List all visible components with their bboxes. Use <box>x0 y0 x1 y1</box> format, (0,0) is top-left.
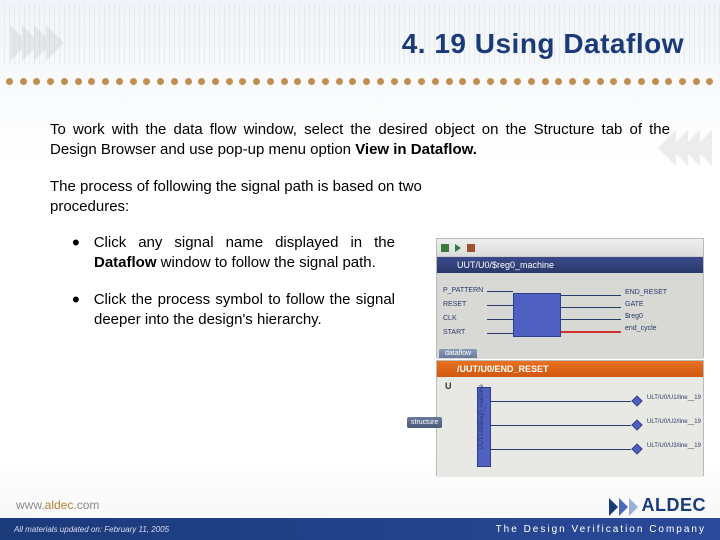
paragraph-procedures: The process of following the signal path… <box>50 177 440 218</box>
slide-title: 4. 19 Using Dataflow <box>402 28 684 60</box>
bus-label: UUT/U0/$reg0_machine <box>479 369 485 449</box>
toolbar-icon <box>441 244 449 252</box>
dataflow-panel-top: UUT/U0/$reg0_machine P_PATTERN RESET CLK… <box>436 238 704 358</box>
fanout-label: ULT/U0/U2/line__19 <box>647 419 701 425</box>
panel-toolbar <box>437 239 703 257</box>
para1-text-b: View in Dataflow. <box>355 141 477 158</box>
footer: www.aldec.com ALDEC All materials update… <box>0 492 720 540</box>
fanout-label: ULT/U0/U1/line__19 <box>647 395 701 401</box>
input-signal-label: P_PATTERN <box>443 287 483 294</box>
footer-url: www.aldec.com <box>16 498 99 512</box>
wire <box>491 401 631 402</box>
panel-header: /UUT/U0/END_RESET <box>437 361 703 377</box>
footer-tagline: The Design Verification Company <box>496 524 706 535</box>
bullet-list: •Click any signal name displayed in the … <box>50 233 395 330</box>
dataflow-screenshot: UUT/U0/$reg0_machine P_PATTERN RESET CLK… <box>436 238 704 476</box>
dataflow-panel-bottom: dataflow /UUT/U0/END_RESET U structure U… <box>436 360 704 476</box>
signal-terminal <box>631 419 642 430</box>
footer-date: All materials updated on: February 11, 2… <box>14 525 169 534</box>
signal-terminal <box>631 443 642 454</box>
logo-text: ALDEC <box>642 495 707 516</box>
wire <box>491 449 631 450</box>
wire <box>561 295 621 296</box>
bullet1-c: window to follow the signal path. <box>157 254 376 271</box>
output-signal-label: GATE <box>625 301 644 308</box>
output-signal-label: END_RESET <box>625 289 667 296</box>
logo-icon <box>609 498 638 516</box>
panel-header: UUT/U0/$reg0_machine <box>437 257 703 273</box>
panel-body: U structure UUT/U0/$reg0_machine ULT/U0/… <box>437 377 703 477</box>
paragraph-intro: To work with the data flow window, selec… <box>50 120 670 161</box>
wire <box>487 305 513 306</box>
output-signal-label: $reg0 <box>625 313 643 320</box>
output-signal-label: end_cycle <box>625 325 657 332</box>
panel-body: P_PATTERN RESET CLK START END_RESET GATE… <box>437 273 703 359</box>
input-signal-label: START <box>443 329 465 336</box>
play-icon <box>455 244 461 252</box>
bullet1-a: Click any signal name displayed in the <box>94 234 395 251</box>
panel-tabs: dataflow <box>439 349 477 358</box>
url-suffix: .com <box>73 498 99 512</box>
logo: ALDEC <box>609 495 707 516</box>
wire <box>487 291 513 292</box>
wire <box>561 319 621 320</box>
wire <box>491 425 631 426</box>
bullet1-b: Dataflow <box>94 254 157 271</box>
wire-highlight <box>561 331 621 333</box>
unit-label: U <box>445 381 452 391</box>
divider-dots <box>0 78 720 85</box>
footer-bar: All materials updated on: February 11, 2… <box>0 518 720 540</box>
bullet2-text: Click the process symbol to follow the s… <box>94 291 395 328</box>
slide: 4. 19 Using Dataflow To work with the da… <box>0 0 720 540</box>
tab-dataflow: dataflow <box>439 349 477 358</box>
url-brand: aldec <box>45 498 74 512</box>
structure-tab: structure <box>407 417 442 428</box>
process-block <box>513 293 561 337</box>
input-signal-label: RESET <box>443 301 466 308</box>
signal-terminal <box>631 395 642 406</box>
input-signal-label: CLK <box>443 315 457 322</box>
bullet-icon: • <box>72 230 94 255</box>
fanout-label: ULT/U0/U3/line__19 <box>647 443 701 449</box>
wire <box>487 333 513 334</box>
wire <box>561 307 621 308</box>
bullet-1: •Click any signal name displayed in the … <box>50 233 395 274</box>
bullet-2: •Click the process symbol to follow the … <box>50 290 395 331</box>
url-prefix: www. <box>16 498 45 512</box>
bullet-icon: • <box>72 287 94 312</box>
toolbar-icon <box>467 244 475 252</box>
wire <box>487 319 513 320</box>
